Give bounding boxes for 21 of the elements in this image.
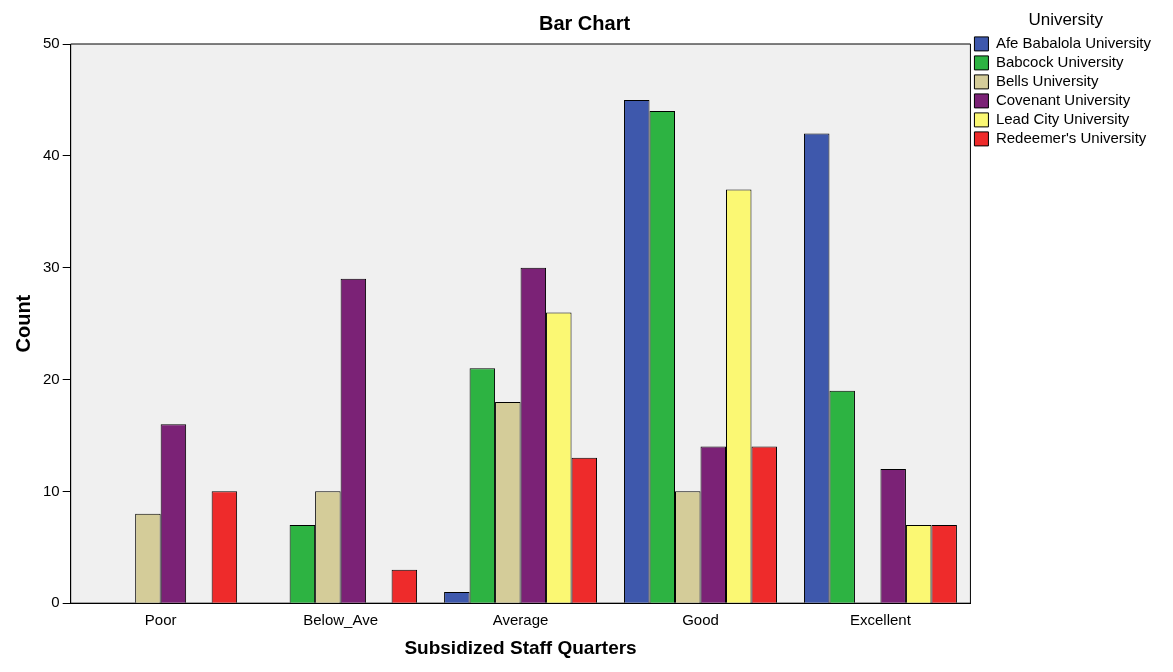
y-tick-label: 50 bbox=[43, 34, 60, 52]
legend-label: Lead City University bbox=[995, 110, 1130, 128]
legend-label: Redeemer's University bbox=[995, 129, 1147, 147]
x-tick-label: Poor bbox=[144, 611, 177, 629]
y-tick-label: 30 bbox=[43, 257, 60, 275]
y-axis-title: Count bbox=[11, 294, 34, 353]
legend-label: Covenant University bbox=[995, 91, 1131, 109]
x-tick-label: Excellent bbox=[850, 611, 912, 629]
legend-label: Babcock University bbox=[995, 53, 1124, 71]
x-axis-title: Subsidized Staff Quarters bbox=[404, 636, 637, 658]
y-tick-label: 10 bbox=[43, 481, 60, 499]
y-tick-label: 0 bbox=[51, 593, 60, 611]
legend-title: University bbox=[1028, 10, 1104, 30]
legend-label: Afe Babalola University bbox=[995, 34, 1152, 52]
legend-label: Bells University bbox=[995, 72, 1099, 90]
x-tick-label: Below_Ave bbox=[303, 611, 378, 629]
chart-title: Bar Chart bbox=[538, 11, 631, 34]
y-tick-label: 20 bbox=[43, 369, 60, 387]
x-tick-label: Average bbox=[492, 611, 549, 629]
y-tick-label: 40 bbox=[43, 145, 60, 163]
x-tick-label: Good bbox=[682, 611, 719, 629]
